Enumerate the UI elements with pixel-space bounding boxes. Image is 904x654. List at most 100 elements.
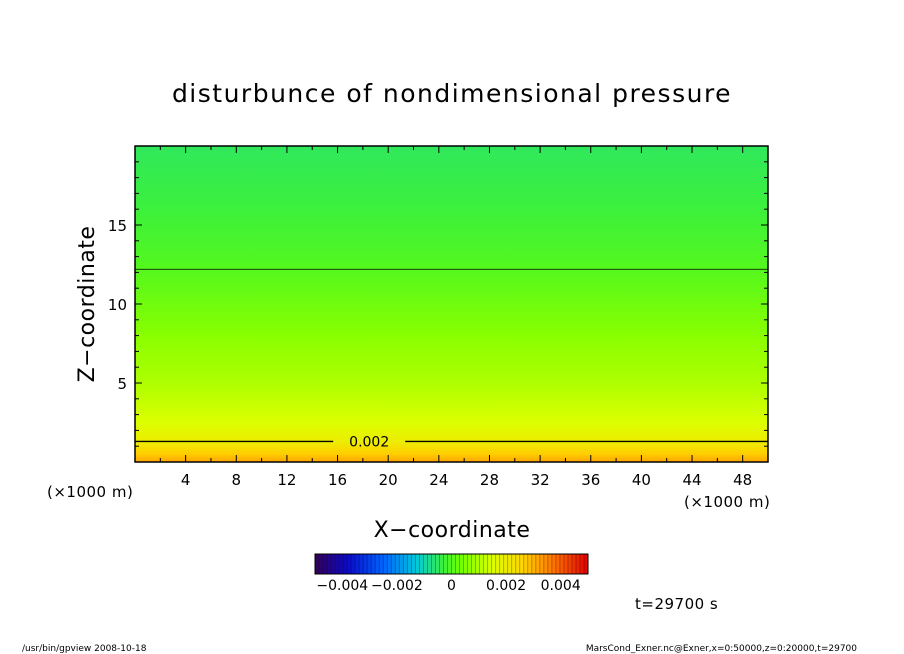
colorbar-cell [531, 554, 537, 574]
colorbar-cell [555, 554, 561, 574]
colorbar-cell [487, 554, 492, 574]
colorbar-cell [563, 554, 569, 574]
x-tick-label: 12 [277, 471, 296, 489]
x-tick-label: 36 [581, 471, 600, 489]
colorbar-cell [583, 554, 589, 574]
colorbar-tick-label: 0 [447, 578, 456, 594]
colorbar-cell [467, 554, 472, 574]
colorbar-cell [567, 554, 573, 574]
colorbar-cell [431, 554, 436, 574]
colorbar-cell [403, 554, 408, 574]
colorbar-cell [347, 554, 352, 574]
colorbar-cell [523, 554, 529, 574]
contour-lines: 0.002 [135, 268, 768, 450]
x-tick-label: 48 [733, 471, 752, 489]
colorbar-cell [463, 554, 468, 574]
axis-ticks [135, 146, 769, 462]
x-axis-label: X−coordinate [374, 518, 531, 543]
colorbar-cell [527, 554, 533, 574]
colorbar-cell [419, 554, 424, 574]
colorbar-cell [339, 554, 344, 574]
colorbar-cell [443, 554, 448, 574]
time-annotation: t=29700 s [635, 595, 718, 613]
colorbar-cell [519, 554, 525, 574]
colorbar-cell [351, 554, 356, 574]
colorbar-cell [343, 554, 348, 574]
colorbar-cell [471, 554, 476, 574]
colorbar-cell [371, 554, 376, 574]
y-tick-labels: 5 10 15 [108, 217, 127, 393]
colorbar-cell [427, 554, 432, 574]
colorbar-cell [539, 554, 545, 574]
colorbar-cell [511, 554, 517, 574]
colorbar-cell [391, 554, 396, 574]
colorbar-cell [543, 554, 549, 574]
colorbar-cell [375, 554, 380, 574]
colorbar-frame [314, 553, 589, 575]
plot-area: 0.002 [134, 145, 769, 463]
colorbar [314, 554, 589, 574]
pressure-field [135, 146, 768, 462]
colorbar-cell [411, 554, 416, 574]
colorbar-cell [315, 554, 320, 574]
x-tick-label: 40 [632, 471, 651, 489]
colorbar-cell [455, 554, 460, 574]
colorbar-cell [331, 554, 336, 574]
x-tick-label: 16 [328, 471, 347, 489]
contour-label: 0.002 [349, 434, 389, 450]
colorbar-cell [499, 554, 504, 574]
colorbar-cell [423, 554, 428, 574]
colorbar-cell [379, 554, 384, 574]
colorbar-cell [479, 554, 484, 574]
colorbar-cell [515, 554, 521, 574]
colorbar-cell [367, 554, 372, 574]
colorbar-cell [495, 554, 500, 574]
colorbar-cell [439, 554, 444, 574]
colorbar-cell [491, 554, 496, 574]
colorbar-cell [355, 554, 360, 574]
colorbar-cell [475, 554, 480, 574]
colorbar-cell [579, 554, 585, 574]
y-tick-label: 5 [117, 375, 127, 393]
x-tick-labels: 4 8 12 16 20 24 28 32 36 40 44 48 [181, 471, 752, 489]
colorbar-cell [407, 554, 412, 574]
y-axis-label: Z−coordinate [75, 226, 100, 383]
colorbar-tick-label: −0.004 [316, 578, 368, 594]
colorbar-cell [575, 554, 581, 574]
colorbar-cell [503, 554, 509, 574]
chart-title: disturbunce of nondimensional pressure [172, 79, 732, 108]
x-tick-label: 20 [379, 471, 398, 489]
colorbar-cell [387, 554, 392, 574]
colorbar-tick-label: 0.002 [486, 578, 526, 594]
colorbar-tick-labels: −0.004 −0.002 0 0.002 0.004 [316, 578, 580, 594]
colorbar-cell [335, 554, 340, 574]
x-tick-label: 44 [682, 471, 701, 489]
x-tick-label: 24 [429, 471, 448, 489]
x-tick-label: 32 [531, 471, 550, 489]
colorbar-cell [363, 554, 368, 574]
colorbar-cell [395, 554, 400, 574]
colorbar-cell [535, 554, 541, 574]
footer-left: /usr/bin/gpview 2008-10-18 [22, 644, 147, 654]
colorbar-cell [559, 554, 565, 574]
y-tick-label: 10 [108, 296, 127, 314]
colorbar-cell [359, 554, 364, 574]
x-unit-right: (×1000 m) [684, 493, 770, 511]
colorbar-cell [571, 554, 577, 574]
colorbar-cell [451, 554, 456, 574]
colorbar-cell [399, 554, 404, 574]
footer-right: MarsCond_Exner.nc@Exner,x=0:50000,z=0:20… [586, 644, 857, 654]
x-unit-left: (×1000 m) [47, 483, 133, 501]
colorbar-cell [327, 554, 332, 574]
x-tick-label: 28 [480, 471, 499, 489]
colorbar-cell [459, 554, 464, 574]
colorbar-cell [323, 554, 328, 574]
colorbar-cell [547, 554, 553, 574]
colorbar-cell [415, 554, 420, 574]
colorbar-cell [507, 554, 513, 574]
x-tick-label: 4 [181, 471, 191, 489]
colorbar-cell [483, 554, 488, 574]
colorbar-cell [319, 554, 324, 574]
colorbar-cell [383, 554, 388, 574]
